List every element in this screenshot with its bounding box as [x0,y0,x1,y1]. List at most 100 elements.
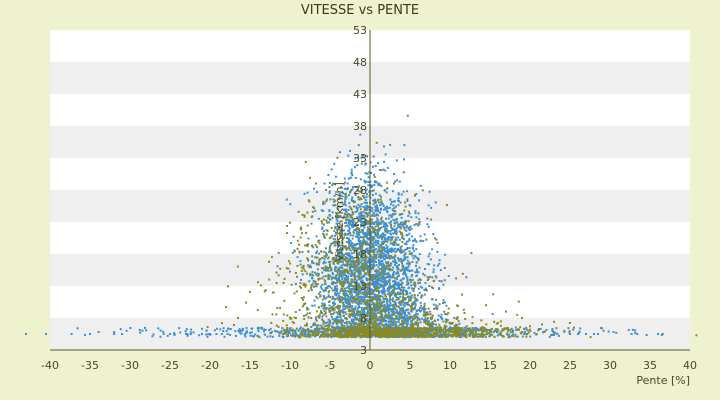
data-point-blue [386,298,389,300]
data-point-olive [321,283,324,286]
data-point-blue [336,225,339,228]
data-point-olive [356,298,359,301]
data-point-blue [395,217,398,220]
data-point-olive [355,265,358,268]
data-point-blue [312,282,315,285]
data-point-olive [325,334,328,337]
data-point-olive [392,213,395,216]
data-point-blue [281,335,284,338]
data-point-blue [249,332,251,334]
data-point-blue [316,324,318,327]
data-point-blue [352,287,355,290]
data-point-blue [363,288,366,291]
data-point-olive [407,227,410,230]
data-point-blue [470,331,473,333]
data-point-blue [386,282,388,285]
data-point-blue [162,332,165,335]
data-point-blue [350,274,353,277]
data-point-blue [351,174,354,177]
data-point-blue [439,269,442,272]
data-point-olive [405,293,408,296]
data-point-blue [310,326,313,328]
data-point-blue [338,240,341,243]
data-point-olive [292,332,294,335]
data-point-blue [371,242,374,245]
data-point-blue [407,269,410,272]
data-point-blue [398,238,401,241]
data-point-olive [301,232,303,235]
data-point-olive [375,285,378,288]
data-point-blue [408,298,410,301]
data-point-blue [335,294,338,297]
data-point-blue [370,234,373,236]
data-point-blue [328,248,331,251]
data-point-olive [329,266,331,269]
data-point-blue [360,156,363,159]
data-point-blue [375,248,378,251]
data-point-blue [409,329,412,332]
data-point-olive [371,312,374,315]
data-point-blue [394,323,397,326]
data-point-olive [333,204,336,207]
data-point-blue [436,250,439,253]
data-point-blue [412,249,415,252]
data-point-blue [420,304,423,307]
data-point-blue [366,226,369,229]
data-point-blue [372,284,375,287]
data-point-blue [333,201,336,203]
data-point-blue [353,263,356,265]
data-point-blue [410,284,413,287]
data-point-blue [378,221,381,224]
data-point-blue [387,236,389,239]
data-point-blue [313,322,316,325]
data-point-olive [364,260,367,263]
data-point-blue [292,334,295,337]
data-point-blue [256,326,259,329]
data-point-blue [349,254,352,257]
data-point-blue [551,334,554,336]
data-point-blue [497,329,500,332]
data-point-blue [390,200,393,203]
data-point-blue [424,282,427,284]
data-point-blue [353,314,356,317]
data-point-blue [360,259,363,262]
data-point-blue [352,200,355,202]
data-point-blue [358,305,361,308]
data-point-blue [391,269,394,272]
data-point-blue [351,294,354,297]
data-point-blue [405,268,408,271]
data-point-olive [342,284,344,287]
data-point-blue [388,257,390,259]
data-point-blue [278,332,281,335]
data-point-blue [363,201,366,204]
data-point-blue [516,335,519,338]
data-point-blue [371,207,373,209]
data-point-blue [364,181,367,184]
data-point-olive [362,254,364,257]
data-point-blue [356,227,358,230]
data-point-blue [415,312,418,315]
data-point-blue [344,322,346,325]
data-point-olive [314,256,317,259]
data-point-blue [399,257,402,260]
data-point-olive [271,313,274,316]
data-point-blue [414,255,417,258]
data-point-blue [405,273,408,276]
data-point-blue [360,314,363,317]
data-point-blue [346,294,349,296]
data-point-olive [323,235,326,238]
data-point-olive [398,250,401,253]
data-point-blue [335,233,338,236]
data-point-blue [179,331,182,334]
data-point-olive [324,304,327,307]
data-point-olive [302,268,305,271]
data-point-blue [401,312,404,315]
data-point-blue [359,178,362,181]
data-point-olive [372,189,375,192]
data-point-blue [408,334,411,337]
data-point-blue [392,228,395,231]
data-point-blue [489,328,492,331]
data-point-blue [438,259,441,262]
data-point-olive [389,269,392,272]
data-point-blue [399,317,402,320]
